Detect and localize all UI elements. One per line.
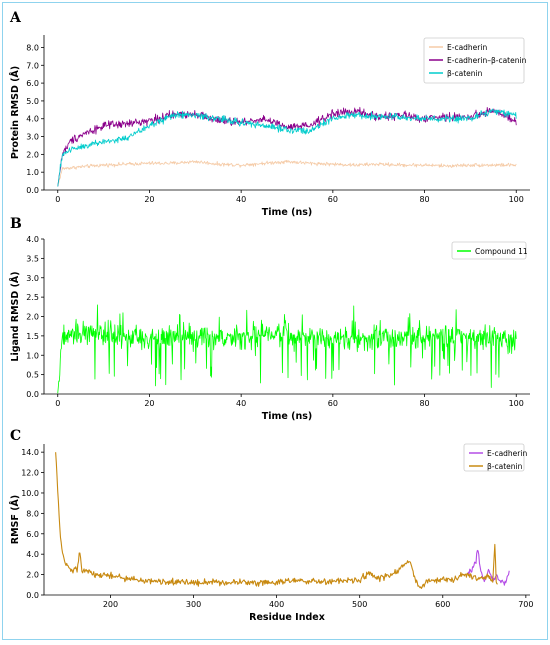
x-tick-label: 80 [419, 399, 429, 408]
legend-frame [423, 37, 525, 84]
panel-b-axes [43, 239, 530, 395]
x-tick-label: 20 [144, 195, 154, 204]
panel-a-xlabel: Time (ns) [262, 207, 313, 218]
y-tick-label: 2.0 [26, 150, 39, 159]
y-tick-label: 2.0 [26, 571, 39, 580]
y-tick-label: 7.0 [26, 61, 39, 70]
panel-c-ylabel: RMSF (Å) [10, 495, 21, 544]
y-tick-label: 10.0 [21, 489, 39, 498]
y-tick-label: 1.0 [26, 168, 39, 177]
y-tick-label: 3.5 [26, 254, 39, 263]
y-tick-label: 8.0 [26, 43, 39, 52]
y-tick-label: 0.0 [26, 186, 39, 195]
y-tick-label: 8.0 [26, 509, 39, 518]
panel-c: C 200 300 400 500 600 700 0.0 2.0 4.0 6.0 8.0 10.0 1… [10, 428, 533, 623]
y-tick-label: 14.0 [21, 448, 39, 457]
legend-label: β-catenin [447, 69, 483, 78]
legend-frame [463, 443, 525, 472]
legend-frame [451, 241, 527, 260]
panel-b-xlabel: Time (ns) [262, 411, 313, 422]
series-line--catenin [55, 452, 498, 590]
x-tick-label: 20 [144, 399, 154, 408]
y-tick-label: 4.0 [26, 235, 39, 244]
panel-a-letter: A [9, 10, 22, 26]
x-tick-label: 100 [509, 195, 524, 204]
legend-label: E-cadherin [447, 43, 487, 52]
x-tick-label: 400 [269, 600, 284, 609]
x-tick-label: 60 [328, 399, 338, 408]
panel-c-legend: E-cadherin β-catenin [463, 443, 527, 472]
legend-label: β-catenin [487, 462, 523, 471]
legend-label: Compound 11 [475, 247, 528, 256]
x-tick-label: 500 [352, 600, 367, 609]
y-tick-label: 2.0 [26, 313, 39, 322]
y-tick-label: 4.0 [26, 115, 39, 124]
panel-c-series [55, 452, 510, 590]
y-tick-label: 6.0 [26, 79, 39, 88]
panel-b-ylabel: Ligand RMSD (Å) [10, 271, 21, 361]
panel-b: B 0 20 40 60 80 100 0.0 0.5 1.0 1.5 2.0 2.5 3.0 3.5 4.… [10, 216, 530, 422]
x-tick-label: 40 [236, 195, 246, 204]
y-tick-label: 3.0 [26, 274, 39, 283]
series-line-e-cadherin [57, 159, 517, 187]
y-tick-label: 4.0 [26, 550, 39, 559]
x-tick-label: 200 [103, 600, 118, 609]
y-tick-label: 3.0 [26, 133, 39, 142]
x-tick-label: 0 [55, 195, 60, 204]
x-tick-label: 100 [509, 399, 524, 408]
x-tick-label: 80 [419, 195, 429, 204]
panel-c-axes [43, 444, 530, 596]
y-tick-label: 5.0 [26, 97, 39, 106]
y-tick-label: 1.0 [26, 351, 39, 360]
y-tick-label: 12.0 [21, 469, 39, 478]
series-line-e-cadherin-catenin [57, 106, 517, 187]
panel-c-letter: C [10, 428, 21, 444]
x-tick-label: 700 [518, 600, 533, 609]
panel-a-ticks: 0 20 40 60 80 100 0.0 1.0 2.0 3.0 4.0 5.0 6.0 7.0 8.0 [26, 43, 524, 204]
series-line--catenin [57, 108, 517, 187]
panel-b-series [57, 304, 517, 394]
y-tick-label: 1.5 [26, 332, 39, 341]
y-tick-label: 2.5 [26, 293, 39, 302]
panel-b-ticks: 0 20 40 60 80 100 0.0 0.5 1.0 1.5 2.0 2.5 3.0 3.5 4.0 [26, 235, 524, 408]
legend-label: E-cadherin–β-catenin [447, 56, 527, 65]
y-tick-label: 0.0 [26, 591, 39, 600]
panel-c-xlabel: Residue Index [249, 612, 325, 623]
y-tick-label: 6.0 [26, 530, 39, 539]
x-tick-label: 0 [55, 399, 60, 408]
x-tick-label: 40 [236, 399, 246, 408]
panel-a: A 0 20 40 60 80 100 0.0 1.0 2.0 3.0 4.0 5.0 6.0 7.0 8.… [9, 10, 530, 218]
y-tick-label: 0.0 [26, 390, 39, 399]
x-tick-label: 60 [328, 195, 338, 204]
panel-b-legend: Compound 11 [451, 241, 528, 260]
legend-label: E-cadherin [487, 449, 527, 458]
y-tick-label: 0.5 [26, 371, 39, 380]
series-line-compound-11 [57, 304, 517, 394]
panel-a-legend: E-cadherin E-cadherin–β-catenin β-catenin [423, 37, 527, 84]
series-line-e-cadherin [467, 549, 510, 586]
panel-c-ticks: 200 300 400 500 600 700 0.0 2.0 4.0 6.0 8.0 10.0 12.… [21, 448, 533, 609]
x-tick-label: 300 [186, 600, 201, 609]
panel-a-series [57, 106, 517, 187]
panel-b-letter: B [10, 216, 22, 232]
panel-a-ylabel: Protein RMSD (Å) [10, 66, 21, 159]
x-tick-label: 600 [435, 600, 450, 609]
